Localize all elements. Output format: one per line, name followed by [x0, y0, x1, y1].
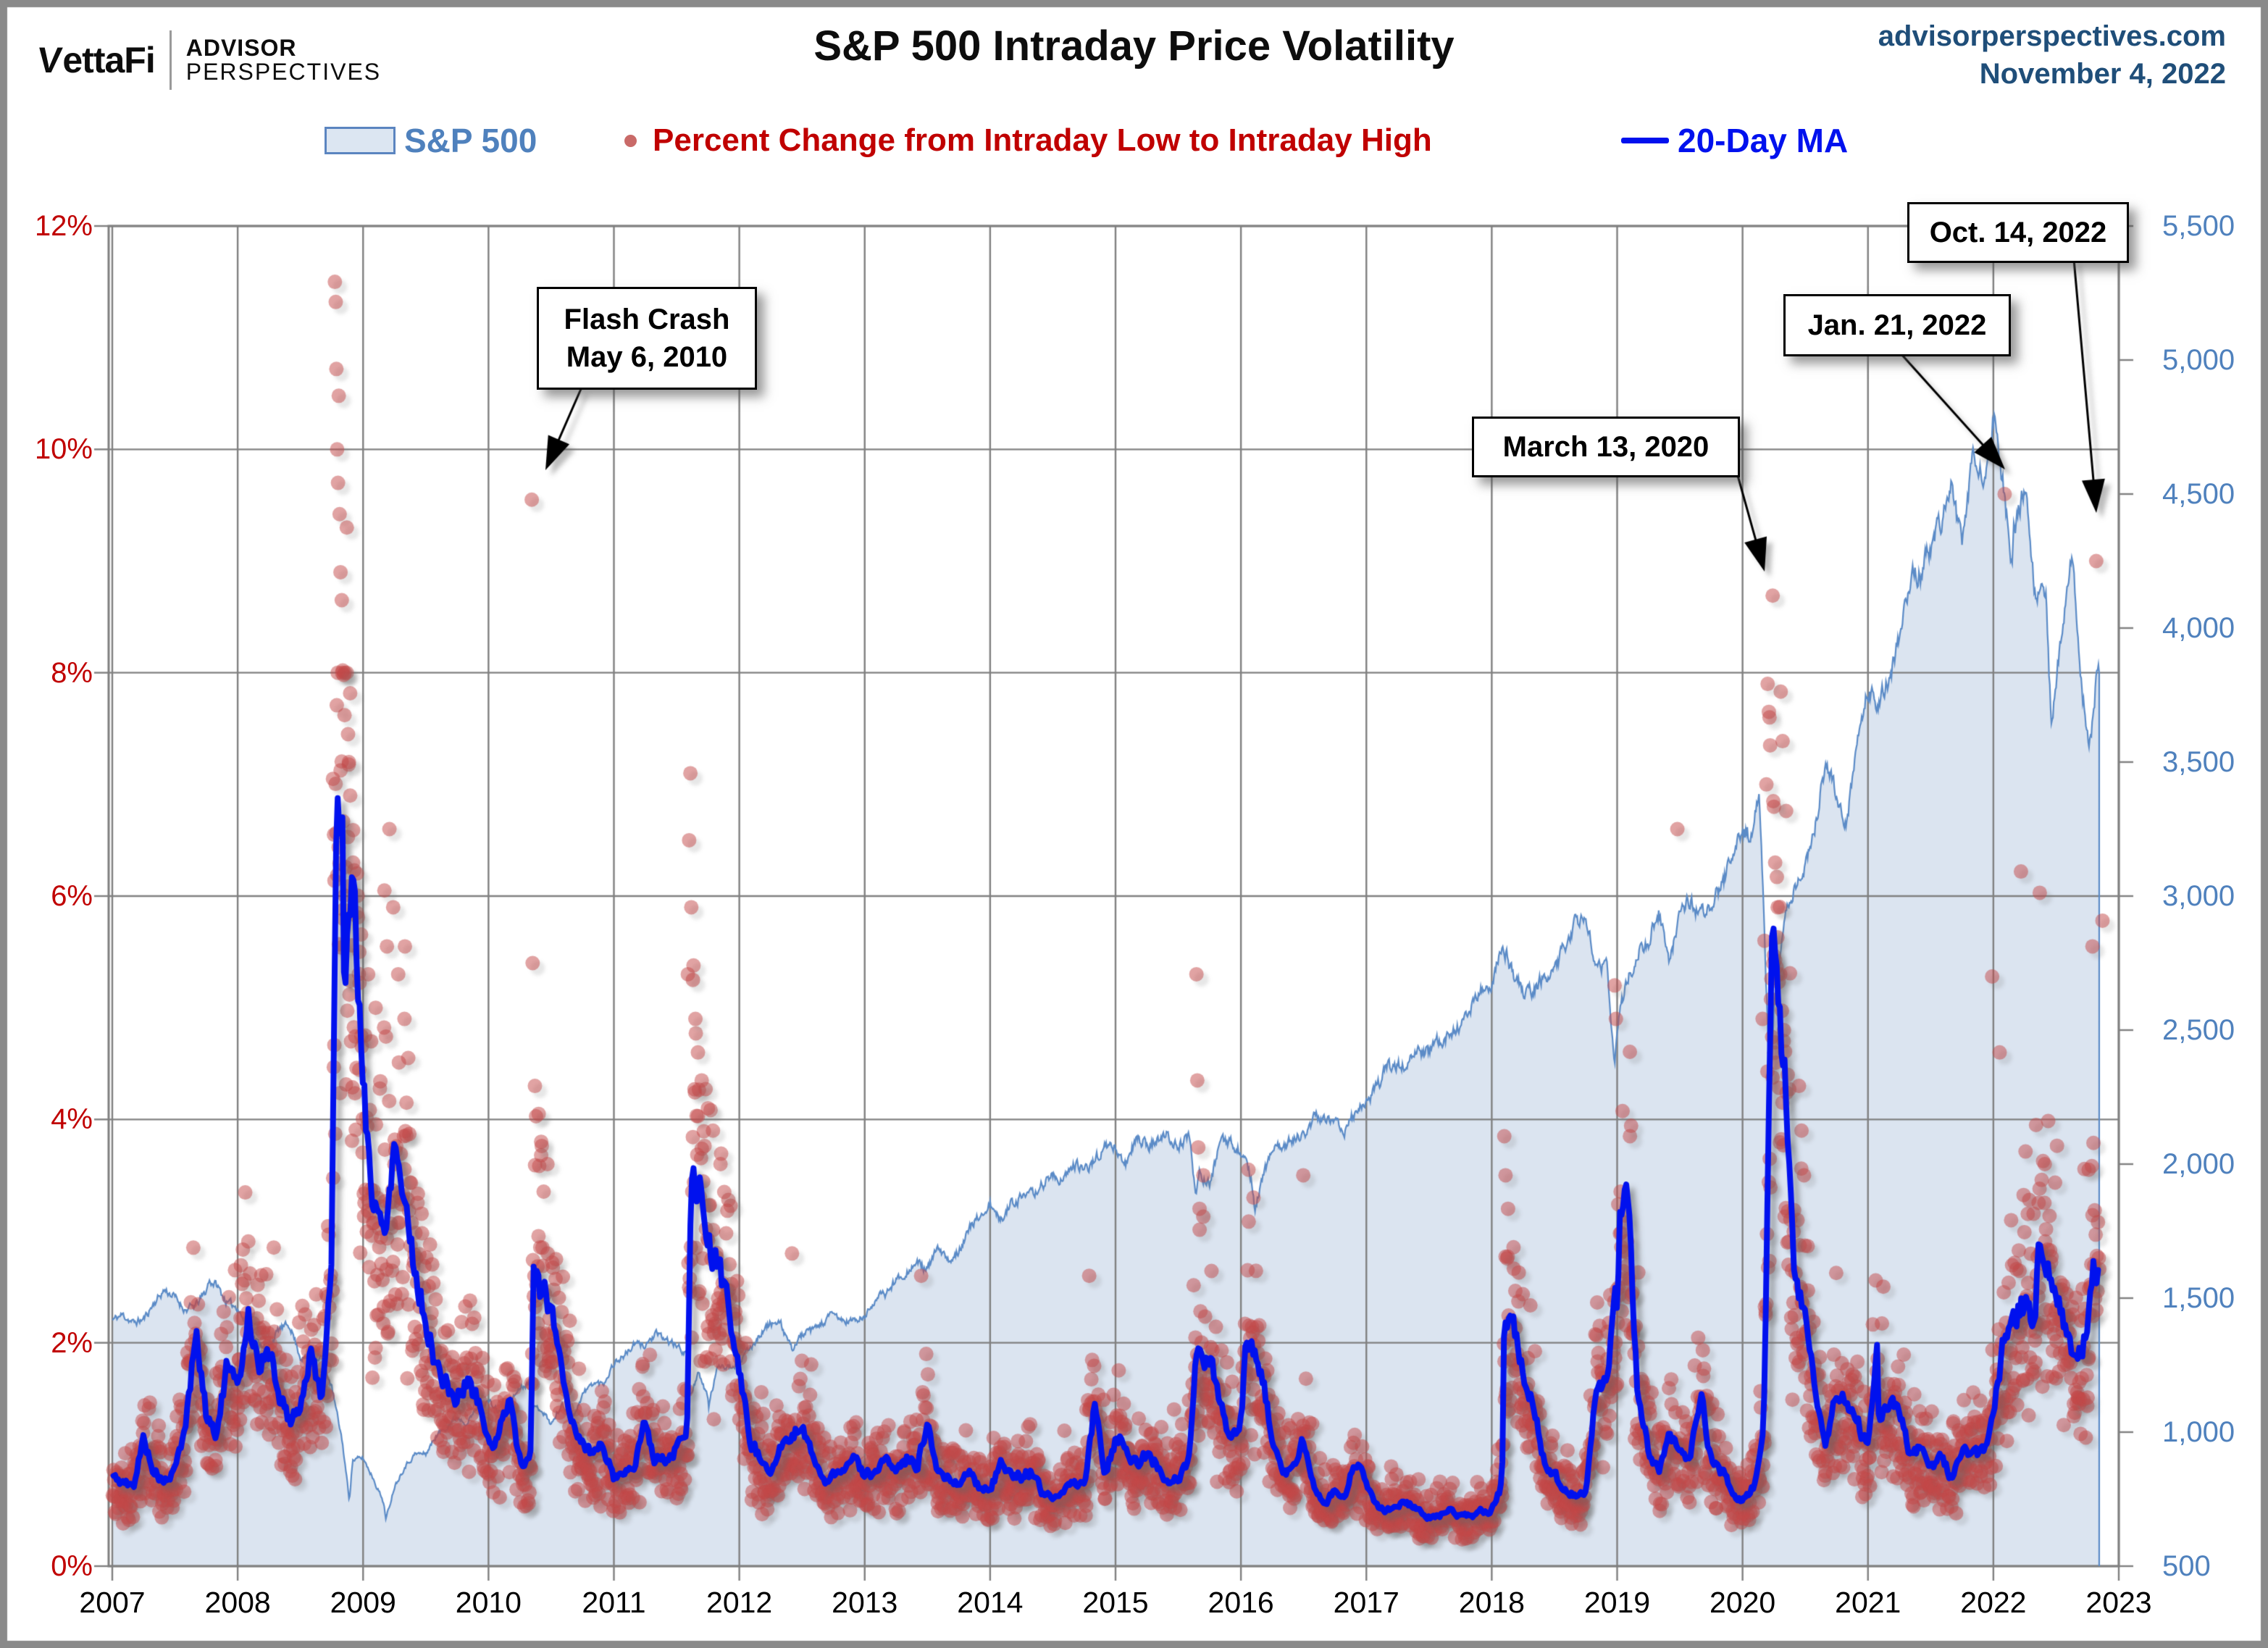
- y-axis-tick-label-right: 5,500: [2162, 210, 2235, 242]
- area-swatch-icon: [325, 127, 396, 154]
- y-axis-tick-label-right: 2,000: [2162, 1148, 2235, 1180]
- legend-percent-change-label: Percent Change from Intraday Low to Intr…: [653, 122, 1432, 158]
- legend-sp500-label: S&P 500: [404, 122, 537, 159]
- y-axis-tick-label-right: 3,000: [2162, 880, 2235, 912]
- advisor-perspectives-wordmark: ADVISOR PERSPECTIVES: [186, 36, 381, 83]
- annotation-callout: March 13, 2020: [1472, 417, 1740, 477]
- y-axis-tick-label-right: 2,500: [2162, 1014, 2235, 1046]
- x-axis-year-label: 2018: [1458, 1586, 1525, 1619]
- y-axis-tick-label-right: 1,500: [2162, 1282, 2235, 1314]
- legend-item-sp500: S&P 500: [325, 120, 537, 161]
- x-axis-year-label: 2008: [204, 1586, 271, 1619]
- x-axis-year-label: 2016: [1208, 1586, 1274, 1619]
- perspectives-label: PERSPECTIVES: [185, 59, 382, 85]
- x-axis-year-label: 2023: [2085, 1586, 2152, 1619]
- x-axis-year-label: 2013: [832, 1586, 898, 1619]
- x-axis-year-label: 2011: [582, 1586, 646, 1619]
- y-axis-tick-label-left: 4%: [51, 1103, 93, 1136]
- x-axis-year-label: 2007: [79, 1586, 146, 1619]
- x-axis-year-label: 2009: [330, 1586, 396, 1619]
- scatter-dot-icon: [624, 134, 637, 147]
- y-axis-tick-label-left: 12%: [34, 210, 93, 242]
- legend-20day-ma-label: 20-Day MA: [1678, 122, 1849, 159]
- y-axis-tick-label-left: 6%: [51, 880, 93, 912]
- y-axis-tick-label-left: 8%: [51, 656, 93, 689]
- x-axis-year-label: 2020: [1710, 1586, 1776, 1619]
- legend-item-20day-ma: 20-Day MA: [1621, 120, 1848, 161]
- y-axis-tick-label-left: 2%: [51, 1326, 93, 1359]
- x-axis-year-label: 2021: [1835, 1586, 1901, 1619]
- y-axis-tick-label-right: 4,500: [2162, 478, 2235, 510]
- vettafi-wordmark-rest: ettaFi: [62, 40, 155, 80]
- annotation-line: Flash Crash: [564, 304, 730, 335]
- y-axis-tick-label-right: 4,000: [2162, 612, 2235, 644]
- y-axis-tick-label-left: 0%: [51, 1550, 93, 1582]
- annotation-line: Jan. 21, 2022: [1807, 309, 1987, 341]
- annotation-line: May 6, 2010: [566, 341, 728, 373]
- y-axis-tick-label-right: 500: [2162, 1550, 2211, 1582]
- x-axis-year-label: 2015: [1082, 1586, 1149, 1619]
- y-axis-tick-label-left: 10%: [34, 433, 93, 466]
- site-url: advisorperspectives.com: [1878, 20, 2226, 52]
- x-axis-year-label: 2012: [706, 1586, 773, 1619]
- legend-item-percent-change: Percent Change from Intraday Low to Intr…: [624, 120, 1432, 161]
- x-axis-year-label: 2022: [1960, 1586, 2027, 1619]
- page-title: S&P 500 Intraday Price Volatility: [813, 22, 1455, 70]
- vettafi-v-glyph: V: [35, 40, 64, 80]
- advisor-label: ADVISOR: [185, 35, 297, 62]
- annotation-callout: Jan. 21, 2022: [1783, 294, 2011, 356]
- chart-date: November 4, 2022: [1979, 58, 2226, 90]
- x-axis-year-label: 2019: [1583, 1586, 1651, 1619]
- line-swatch-icon: [1621, 138, 1669, 143]
- annotation-line: March 13, 2020: [1502, 431, 1710, 463]
- logo-divider: [169, 30, 172, 90]
- annotation-callout: Flash Crash May 6, 2010: [537, 287, 757, 390]
- y-axis-tick-label-right: 1,000: [2162, 1416, 2235, 1448]
- x-axis-year-label: 2014: [957, 1586, 1024, 1619]
- annotation-callout: Oct. 14, 2022: [1907, 202, 2129, 263]
- annotation-line: Oct. 14, 2022: [1929, 217, 2107, 248]
- x-axis-year-label: 2017: [1333, 1586, 1399, 1619]
- source-block: advisorperspectives.com November 4, 2022: [1878, 17, 2226, 93]
- y-axis-tick-label-right: 3,500: [2162, 746, 2235, 778]
- x-axis-year-label: 2010: [455, 1586, 522, 1619]
- y-axis-tick-label-right: 5,000: [2162, 344, 2235, 376]
